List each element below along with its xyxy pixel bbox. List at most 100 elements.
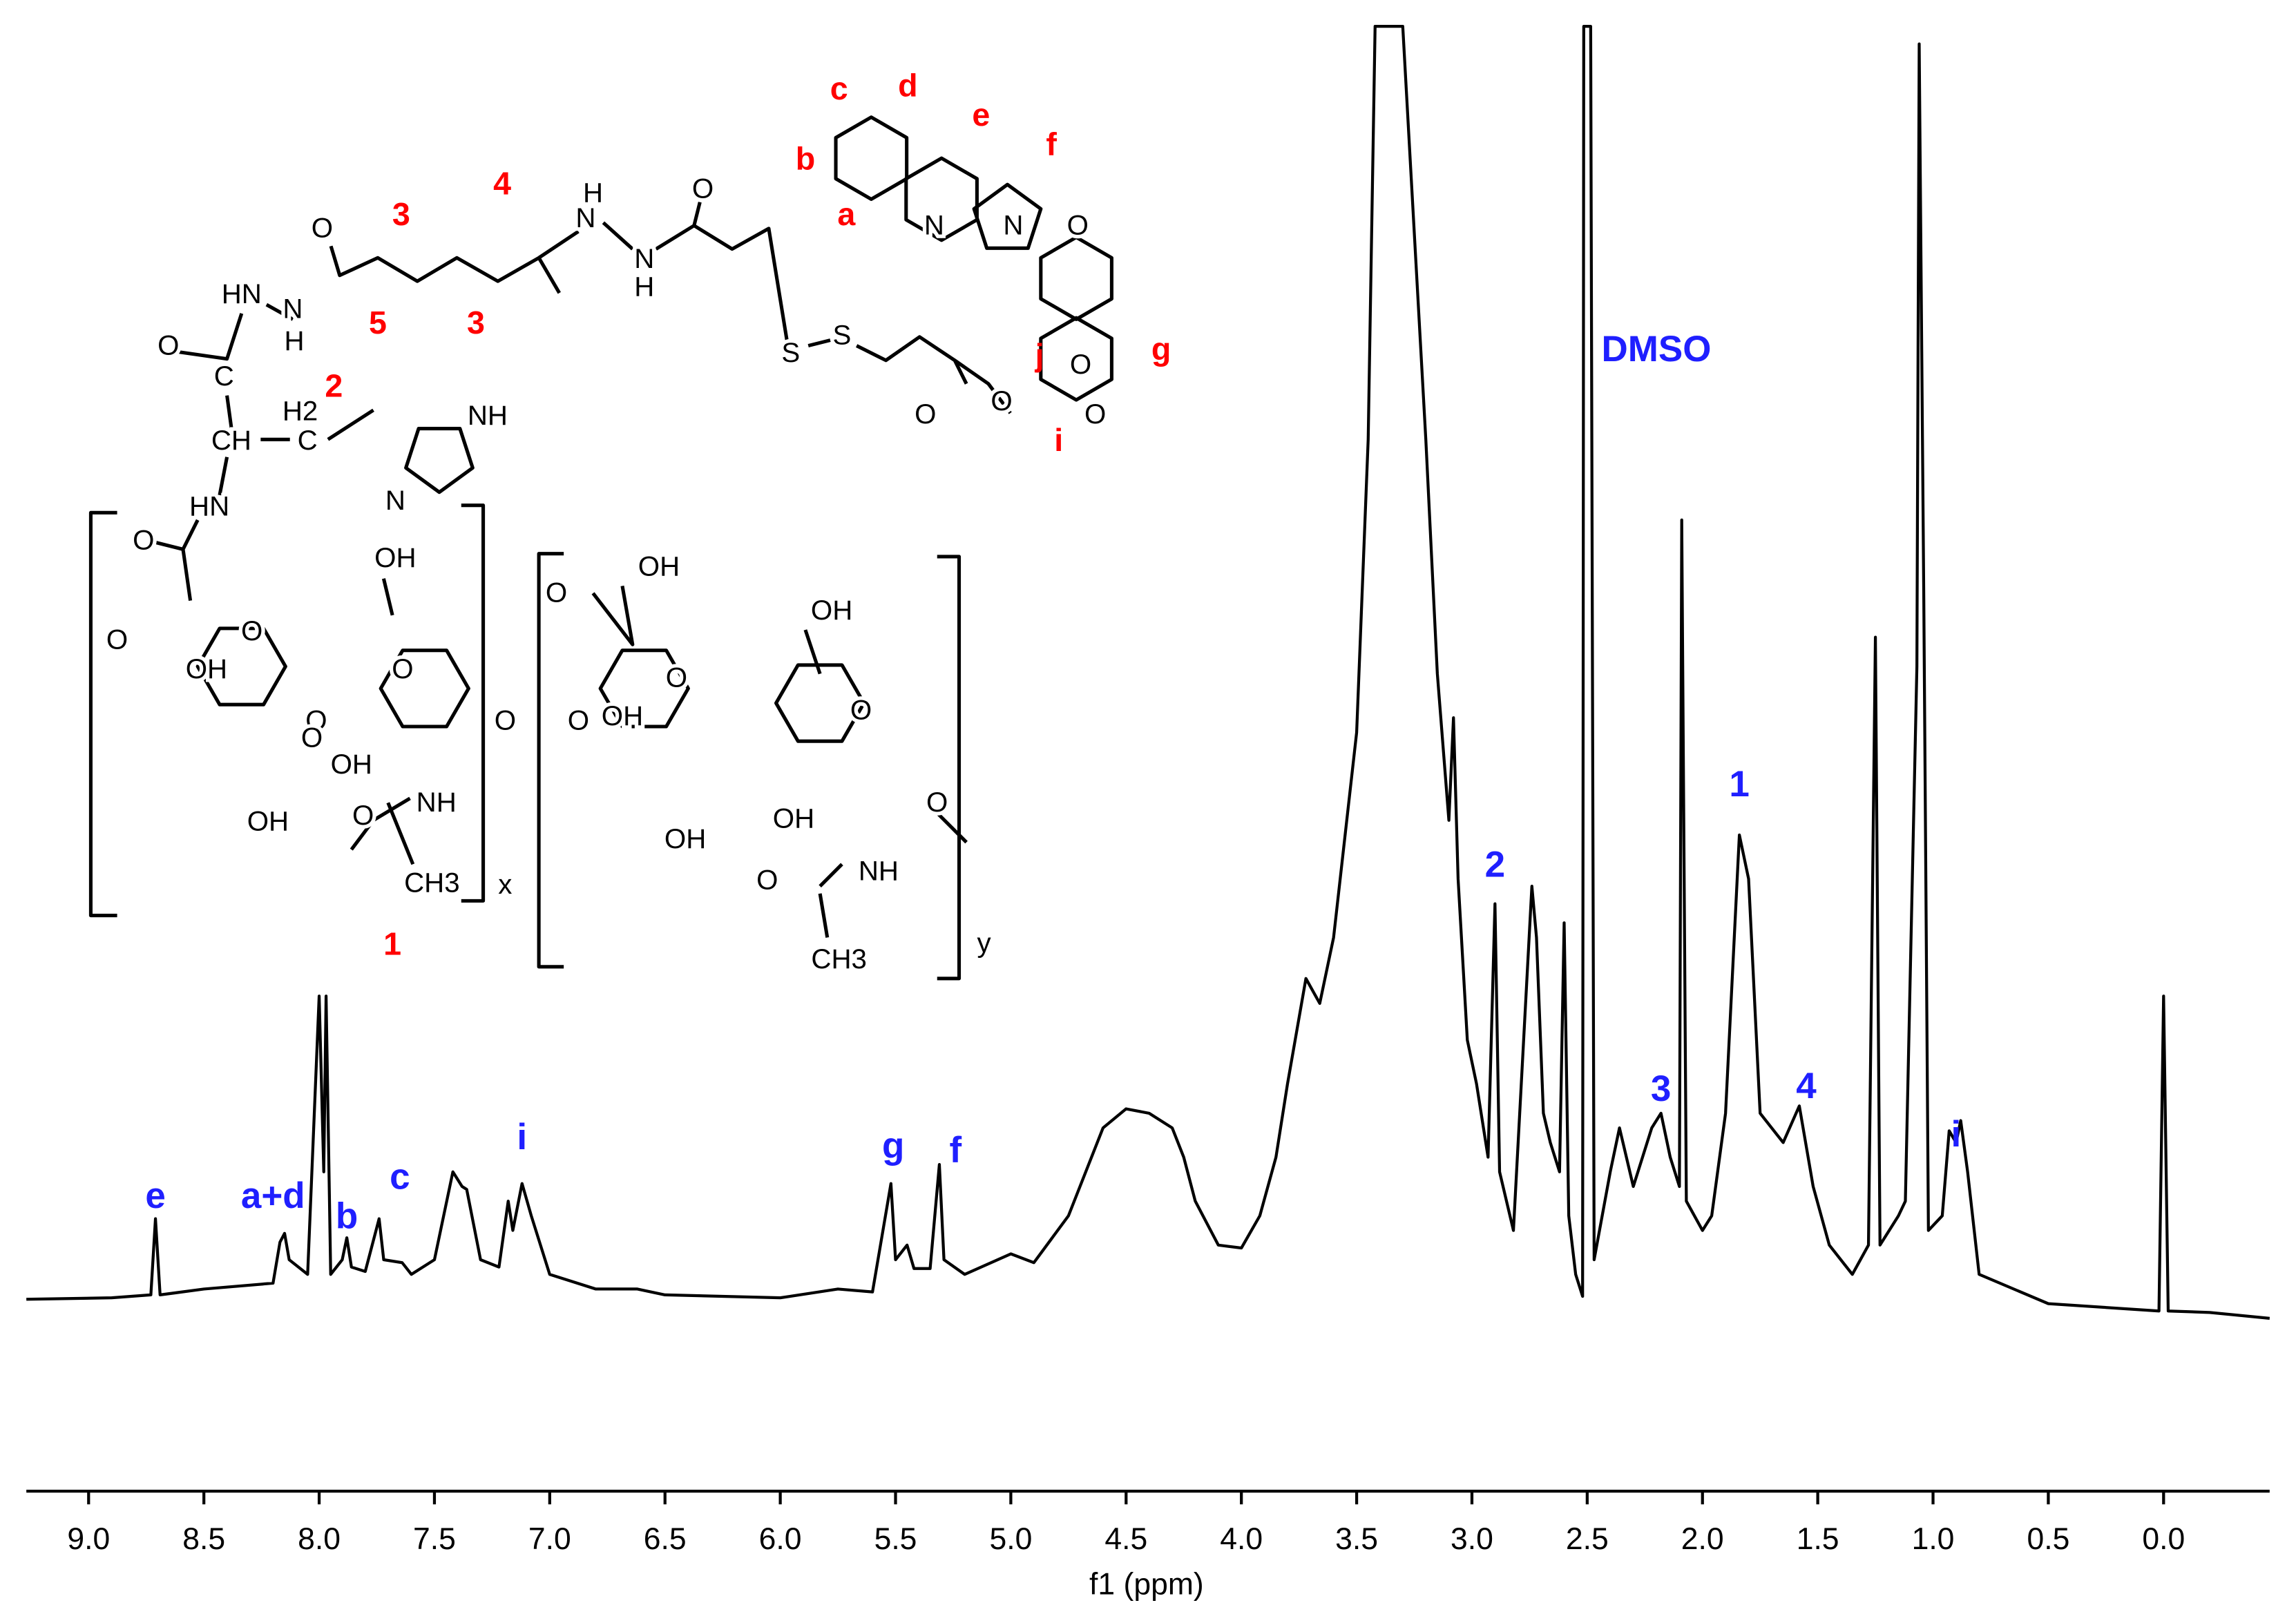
atom-number: j bbox=[1035, 337, 1044, 373]
atom-label: O bbox=[1067, 209, 1089, 240]
atom-number: 4 bbox=[493, 166, 511, 202]
structure-ring bbox=[972, 182, 1043, 250]
atom-label: N bbox=[283, 293, 303, 324]
peak-label: DMSO bbox=[1602, 329, 1712, 369]
x-tick-label: 3.0 bbox=[1451, 1522, 1493, 1556]
atom-label: N bbox=[385, 485, 405, 516]
x-tick-label: 0.0 bbox=[2142, 1522, 2185, 1556]
atom-label: OH bbox=[664, 823, 706, 854]
atom-label: O bbox=[666, 662, 687, 693]
x-tick-label: 0.5 bbox=[2027, 1522, 2069, 1556]
structure-ring bbox=[774, 663, 866, 743]
x-tick-label: 5.0 bbox=[989, 1522, 1032, 1556]
structure-ring bbox=[1039, 316, 1113, 402]
atom-label: OH bbox=[186, 653, 227, 684]
peak-label: c bbox=[390, 1156, 410, 1197]
atom-number: 5 bbox=[369, 305, 387, 340]
x-tick-label: 1.5 bbox=[1797, 1522, 1839, 1556]
atom-label: O bbox=[312, 213, 333, 244]
atom-number: b bbox=[796, 141, 815, 177]
x-tick-label: 2.5 bbox=[1566, 1522, 1609, 1556]
peak-label: a+d bbox=[241, 1175, 305, 1216]
peak-label: 1 bbox=[1729, 764, 1749, 805]
atom-label: O bbox=[241, 615, 262, 646]
atom-label: S bbox=[833, 319, 852, 350]
x-tick-label: 5.5 bbox=[874, 1522, 917, 1556]
atom-number: e bbox=[972, 97, 990, 133]
atom-label: N bbox=[924, 209, 944, 240]
atom-label: O bbox=[756, 864, 778, 895]
atom-label: N bbox=[1003, 209, 1023, 240]
atom-label: O bbox=[301, 722, 323, 753]
atom-number: 1 bbox=[383, 925, 401, 961]
atom-label: O bbox=[546, 577, 567, 608]
x-tick-label: 6.0 bbox=[759, 1522, 802, 1556]
atom-number: a bbox=[837, 196, 856, 232]
x-tick-label: 1.0 bbox=[1912, 1522, 1955, 1556]
structure-ring bbox=[379, 649, 470, 729]
atom-label: O bbox=[926, 787, 948, 818]
atom-number: 2 bbox=[325, 367, 343, 403]
atom-label: NH bbox=[859, 856, 899, 887]
atom-label: OH bbox=[602, 700, 643, 731]
atom-label: x bbox=[498, 869, 512, 900]
x-tick-label: 4.5 bbox=[1104, 1522, 1147, 1556]
x-tick-label: 2.0 bbox=[1681, 1522, 1724, 1556]
atom-label: NH bbox=[468, 400, 508, 431]
peak-label: i bbox=[1951, 1114, 1962, 1155]
atom-label: O bbox=[1070, 349, 1091, 380]
atom-label: O bbox=[850, 694, 872, 725]
atom-label: O bbox=[1084, 398, 1106, 430]
atom-label: N bbox=[575, 202, 595, 233]
peak-label: e bbox=[145, 1175, 165, 1216]
atom-label: CH3 bbox=[404, 867, 460, 899]
peak-label: 3 bbox=[1651, 1068, 1671, 1109]
peak-label: f bbox=[949, 1130, 962, 1171]
x-tick-label: 3.5 bbox=[1335, 1522, 1378, 1556]
structure-ring bbox=[195, 626, 287, 707]
atom-label: OH bbox=[773, 803, 814, 834]
x-axis-label: f1 (ppm) bbox=[1089, 1568, 1204, 1602]
peak-label: 2 bbox=[1485, 845, 1505, 885]
atom-label: HN bbox=[189, 491, 229, 522]
atom-label: O bbox=[495, 704, 516, 736]
atom-number: i bbox=[1054, 422, 1063, 458]
structure-bonds bbox=[88, 202, 1012, 981]
structure-ring bbox=[904, 156, 979, 242]
peak-label: 4 bbox=[1796, 1066, 1817, 1106]
atom-label: S bbox=[781, 337, 800, 368]
structure-ring bbox=[1039, 236, 1113, 321]
atom-label: y bbox=[977, 928, 992, 959]
atom-label: H bbox=[583, 177, 603, 209]
x-tick-label: 8.5 bbox=[182, 1522, 225, 1556]
atom-label: O bbox=[991, 385, 1012, 416]
atom-label: HN bbox=[222, 278, 262, 309]
peak-label: g bbox=[882, 1126, 904, 1166]
structure-ring bbox=[404, 427, 475, 494]
atom-label: N bbox=[634, 243, 654, 274]
atom-label: O bbox=[568, 704, 589, 736]
x-tick-label: 8.0 bbox=[298, 1522, 341, 1556]
atom-label: H bbox=[634, 271, 654, 302]
atom-number: 3 bbox=[467, 305, 485, 340]
atom-number: f bbox=[1046, 126, 1057, 162]
atom-number: g bbox=[1151, 331, 1171, 367]
atom-label: O bbox=[133, 524, 154, 555]
atom-number: 3 bbox=[392, 196, 410, 232]
atom-label: NH bbox=[417, 787, 457, 818]
atom-label: O bbox=[352, 800, 374, 831]
atom-number: c bbox=[830, 70, 848, 106]
atom-label: O bbox=[692, 173, 714, 204]
structure-ring bbox=[834, 115, 909, 201]
atom-label: O bbox=[392, 653, 413, 684]
atom-label: OH bbox=[811, 595, 852, 626]
atom-label: O bbox=[106, 624, 128, 655]
x-tick-label: 9.0 bbox=[67, 1522, 110, 1556]
atom-label: H bbox=[285, 325, 305, 356]
atom-label: C bbox=[298, 425, 318, 456]
atom-label: OH bbox=[638, 551, 680, 582]
atom-label: H2 bbox=[283, 396, 318, 427]
